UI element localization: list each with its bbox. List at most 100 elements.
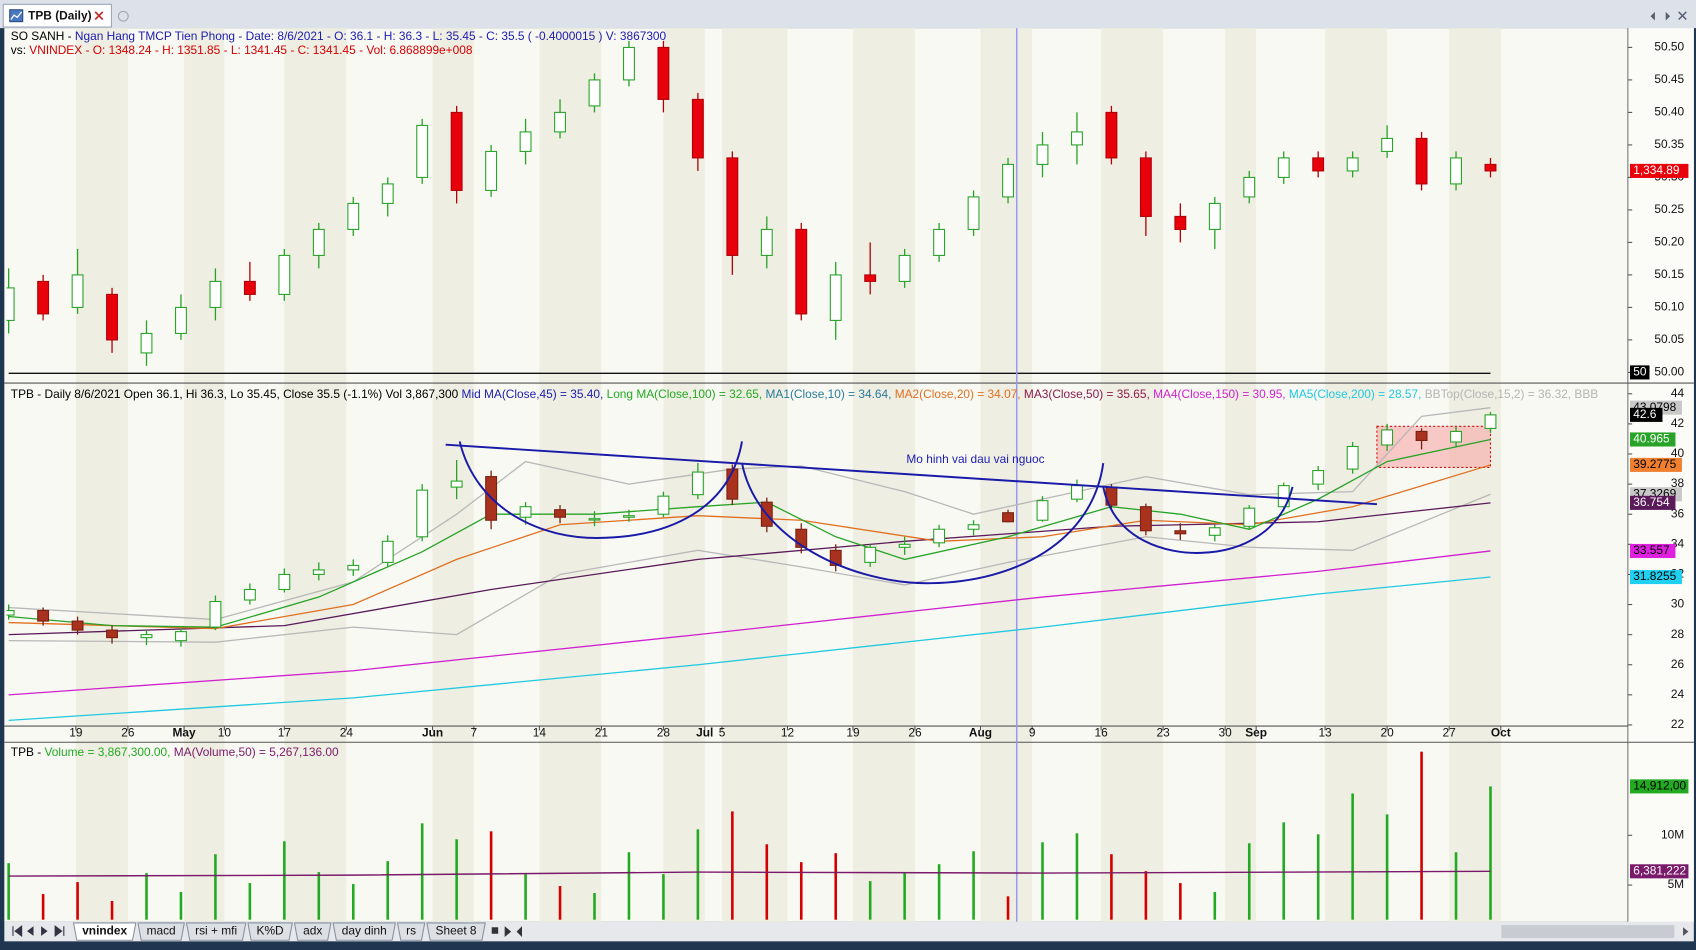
candle-body <box>1346 445 1359 470</box>
candle-body <box>278 254 291 295</box>
y-tick-label: 5M <box>1668 877 1685 891</box>
sheet-tab-shape <box>396 922 426 941</box>
volume-bar <box>489 831 493 920</box>
last-sheet-button[interactable] <box>54 925 65 938</box>
sheet-tab[interactable]: rsi + mfi <box>185 922 247 941</box>
y-tick-label: 38 <box>1671 476 1685 490</box>
x-tick-label: 30 <box>1219 726 1233 740</box>
header-segment: MA1(Close,10) = 34.64, <box>766 387 895 401</box>
x-tick-label: Jun <box>422 726 443 740</box>
y-tick-label: 50.05 <box>1654 332 1684 346</box>
scroll-right[interactable] <box>1683 927 1689 936</box>
candle-body <box>657 46 670 100</box>
sheet-tab-label: Sheet 8 <box>436 924 477 938</box>
volume-bar <box>834 853 838 920</box>
sheet-tab-shape <box>137 922 185 941</box>
volume-bar <box>972 851 975 920</box>
volume-bar <box>868 881 872 920</box>
volume-bar <box>248 883 252 920</box>
first-sheet-button[interactable] <box>12 925 23 938</box>
candle-body <box>1346 157 1359 172</box>
pane-header: TPB - Daily 8/6/2021 Open 36.1, Hi 36.3,… <box>11 387 1598 401</box>
volume-bar <box>1041 842 1044 920</box>
header-segment: Volume = 3,867,300.00, <box>45 745 174 759</box>
window-close-icon[interactable] <box>1678 11 1687 21</box>
candle-body <box>933 228 946 256</box>
candle-body <box>1415 137 1428 185</box>
candle-body <box>1484 163 1497 172</box>
scrollbar-thumb[interactable] <box>1501 925 1675 939</box>
candle-body <box>175 306 187 334</box>
header-segment: Long MA(Close,100) = 32.65, <box>607 387 766 401</box>
candle-body <box>1381 429 1394 446</box>
candle-body <box>760 228 773 256</box>
sheet-tab-shape <box>293 922 332 941</box>
prev-sheet-button[interactable] <box>27 926 34 936</box>
week-band <box>284 28 347 922</box>
volume-bar <box>1075 833 1079 920</box>
week-band <box>184 28 225 922</box>
next-sheet-button[interactable] <box>41 926 48 936</box>
sheet-tab[interactable]: rs <box>396 922 426 941</box>
new-tab-icon[interactable] <box>117 10 129 22</box>
candle-body <box>795 228 808 315</box>
sheet-tab[interactable]: macd <box>137 922 185 941</box>
candle-body <box>71 620 84 631</box>
sheet-tab-label: adx <box>303 924 322 938</box>
candle-body <box>691 98 704 159</box>
volume-bar <box>696 829 700 920</box>
volume-bar <box>627 852 631 920</box>
volume-bar <box>799 862 803 920</box>
tab-scroll-arrows[interactable] <box>1650 11 1671 21</box>
y-tick-label: 50.40 <box>1654 105 1684 119</box>
candle-body <box>1139 157 1152 217</box>
value-box <box>1630 365 1650 380</box>
week-band <box>539 28 602 922</box>
candle-body <box>175 631 187 642</box>
candle-body <box>1071 485 1083 500</box>
volume-bar <box>1351 793 1354 920</box>
sheet-tab[interactable]: adx <box>293 922 332 941</box>
sheet-tab[interactable]: day dinh <box>332 922 397 941</box>
value-box-label: 33.557 <box>1633 543 1670 557</box>
volume-bar <box>1144 871 1148 920</box>
header-segment: MA4(Close,150) = 30.95, <box>1153 387 1289 401</box>
tab-title: TPB (Daily) <box>28 8 91 22</box>
volume-bar <box>41 894 45 920</box>
y-tick-label: 10M <box>1661 827 1684 841</box>
volume-bar <box>386 861 390 920</box>
candle-body <box>588 518 601 521</box>
x-tick-label: 20 <box>1380 726 1394 740</box>
sheet-tab[interactable]: vnindex <box>72 922 137 941</box>
volume-bar <box>1454 852 1458 920</box>
sheet-tab[interactable]: K%D <box>247 922 293 941</box>
value-box <box>1630 570 1682 585</box>
chart-tab[interactable]: TPB (Daily) <box>2 3 112 28</box>
x-tick-label: 19 <box>69 726 83 740</box>
tab-close-icon[interactable] <box>94 11 104 21</box>
tab-bar <box>0 0 1696 29</box>
candle-body <box>1105 111 1118 159</box>
value-box-label: 36.754 <box>1633 495 1670 509</box>
week-bands <box>75 28 1501 922</box>
y-tick-label: 50.15 <box>1654 267 1684 281</box>
indicator-lines <box>8 407 1491 722</box>
header-segment: TPB - Daily 8/6/2021 Open 36.1, Hi 36.3,… <box>11 387 462 401</box>
pattern-annotation: Mo hinh vai dau vai nguoc <box>906 452 1044 466</box>
candle-body <box>864 274 877 282</box>
x-tick-label: 16 <box>1094 726 1108 740</box>
value-box <box>1630 543 1676 559</box>
week-band <box>980 28 1033 922</box>
sheet-nav[interactable] <box>12 925 65 938</box>
candle-body <box>898 254 911 282</box>
sheet-tab-label: rsi + mfi <box>195 924 237 938</box>
candle-body <box>588 79 601 107</box>
sheet-add-icon[interactable] <box>504 926 522 938</box>
sheet-tab[interactable]: Sheet 8 <box>426 922 486 941</box>
week-band <box>1225 28 1257 922</box>
header-segment: MA(Volume,50) = 5,267,136.00 <box>174 745 339 759</box>
x-tick-label: 26 <box>121 726 135 740</box>
value-box-label: 40.965 <box>1633 432 1670 446</box>
x-tick-label: 7 <box>471 726 478 740</box>
sheet-lock-icon[interactable] <box>491 927 499 934</box>
